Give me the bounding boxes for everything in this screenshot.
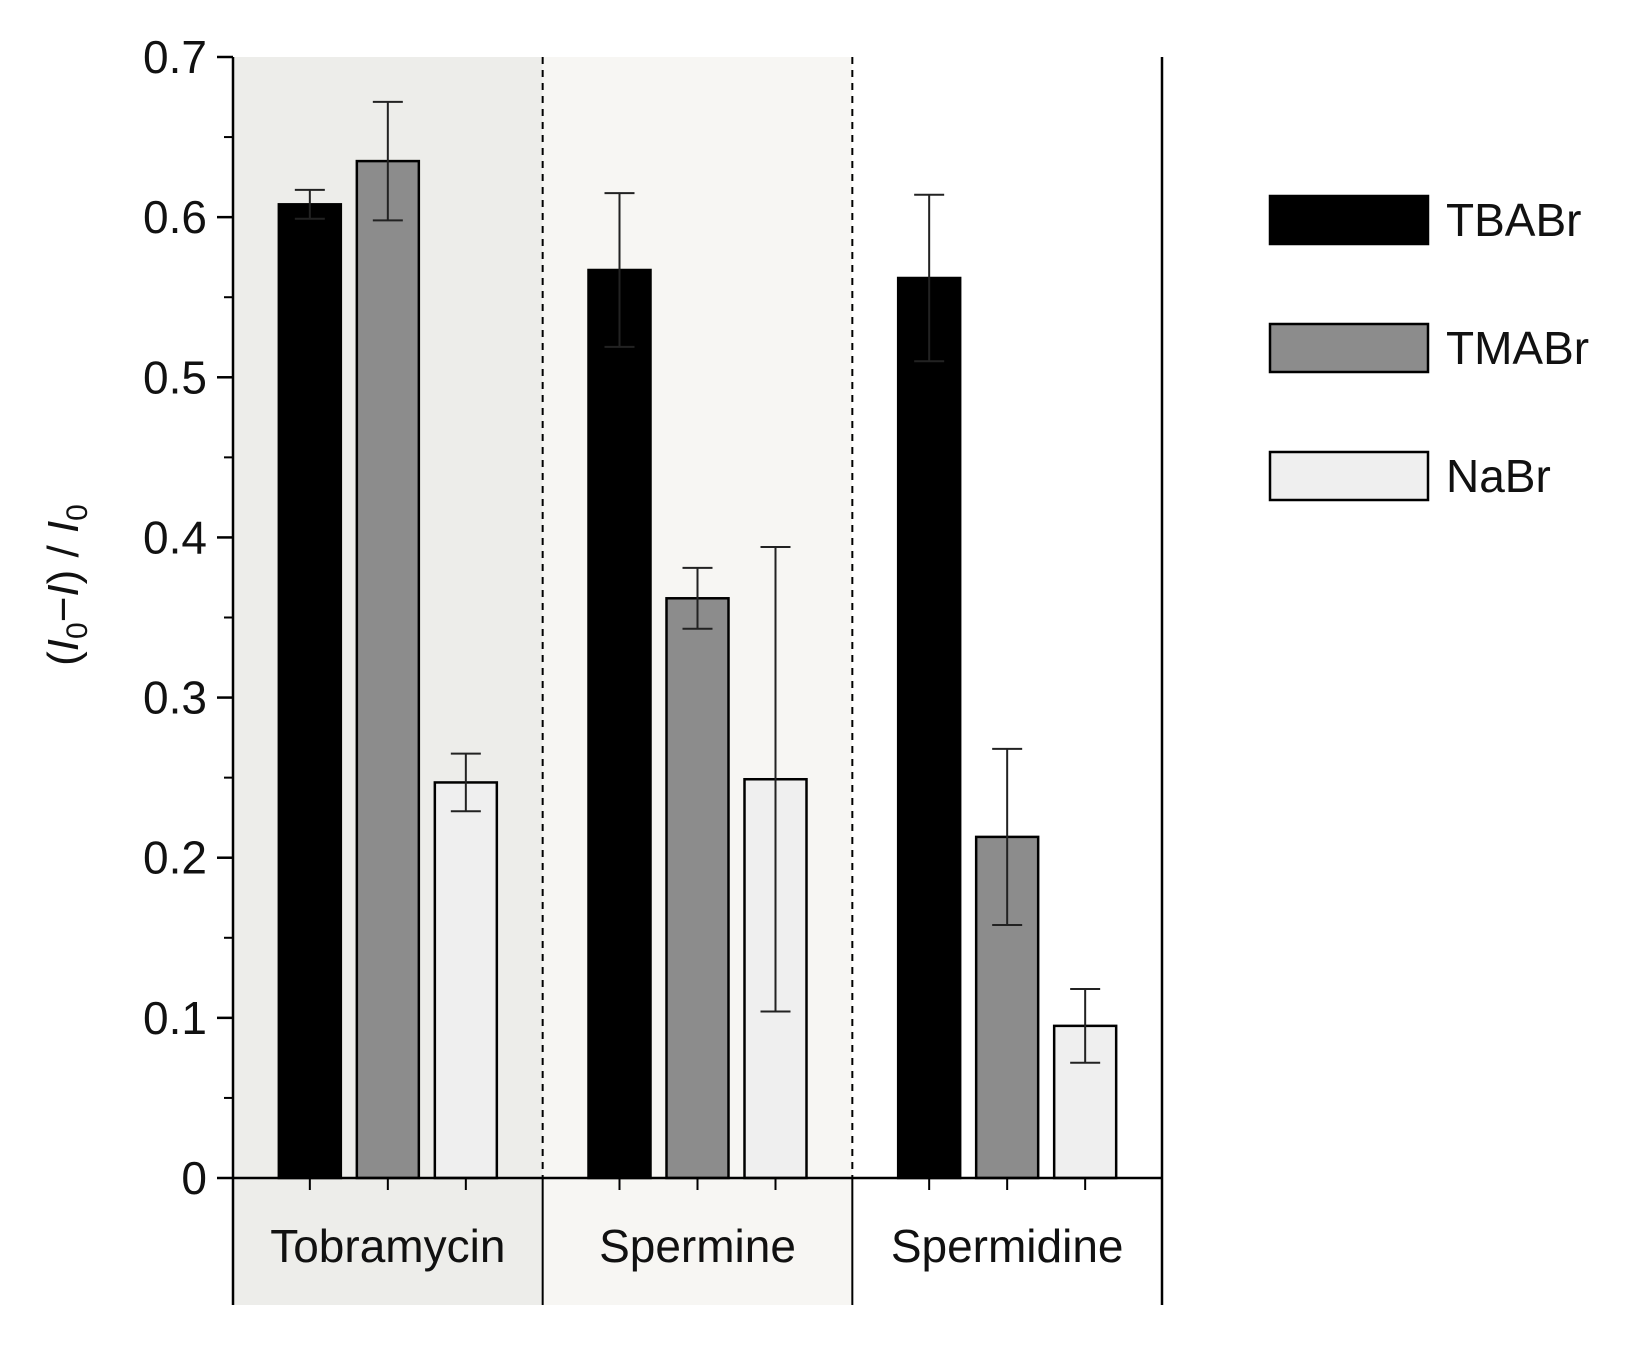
y-axis-ticks: 0 0.1 0.2 0.3 0.4 0.5 0.6 0.7 <box>143 31 233 1204</box>
bar-spermidine-tbabr <box>896 276 962 1180</box>
legend-swatch-tbabr <box>1268 194 1430 246</box>
y-tick-label: 0.3 <box>143 672 207 724</box>
legend: TBABr TMABr NaBr <box>1268 194 1589 502</box>
legend-swatch-nabr <box>1268 450 1430 502</box>
y-tick-label: 0.4 <box>143 511 207 563</box>
bar-spermine-tbabr <box>587 268 652 1180</box>
category-label-tobramycin: Tobramycin <box>270 1220 505 1272</box>
category-label-spermidine: Spermidine <box>891 1220 1124 1272</box>
legend-label-nabr: NaBr <box>1446 450 1551 502</box>
bar-tobramycin-tmabr <box>355 159 421 1180</box>
bar-spermine-tmabr <box>665 597 730 1180</box>
y-tick-label: 0.5 <box>143 351 207 403</box>
error-bars <box>294 100 1101 1064</box>
bar-tobramycin-nabr <box>433 781 499 1180</box>
y-tick-label: 0.2 <box>143 832 207 884</box>
y-tick-label: 0.6 <box>143 191 207 243</box>
y-tick-label: 0.7 <box>143 31 207 83</box>
category-label-spermine: Spermine <box>599 1220 796 1272</box>
bars <box>277 159 1118 1180</box>
bar-tobramycin-tbabr <box>277 203 343 1180</box>
y-tick-label: 0.1 <box>143 992 207 1044</box>
y-tick-label: 0 <box>181 1152 207 1204</box>
y-axis-label: (I0−I) / I0 <box>39 504 94 666</box>
legend-label-tmabr: TMABr <box>1446 322 1589 374</box>
category-labels: Tobramycin Spermine Spermidine <box>270 1220 1123 1272</box>
legend-swatch-tmabr <box>1268 322 1430 374</box>
legend-label-tbabr: TBABr <box>1446 194 1581 246</box>
